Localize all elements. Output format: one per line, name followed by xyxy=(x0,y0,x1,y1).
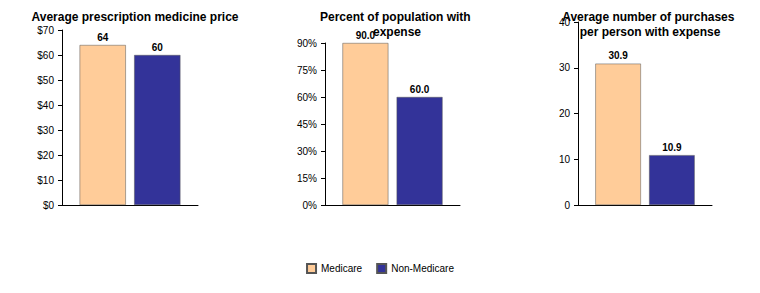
svg-text:90%: 90% xyxy=(297,38,317,49)
svg-text:$0: $0 xyxy=(43,200,55,211)
svg-text:90.0: 90.0 xyxy=(355,29,376,41)
svg-text:$40: $40 xyxy=(37,100,54,111)
svg-text:30: 30 xyxy=(559,62,571,73)
svg-text:expense: expense xyxy=(373,25,421,39)
svg-text:$50: $50 xyxy=(37,75,54,86)
svg-text:60: 60 xyxy=(152,42,164,53)
svg-text:60%: 60% xyxy=(297,92,317,103)
svg-text:75%: 75% xyxy=(297,65,317,76)
svg-text:60.0: 60.0 xyxy=(410,84,430,95)
svg-text:0: 0 xyxy=(564,200,570,211)
svg-text:Medicare: Medicare xyxy=(321,263,363,274)
svg-text:per person with expense: per person with expense xyxy=(580,25,721,39)
svg-text:20: 20 xyxy=(559,108,571,119)
svg-text:30%: 30% xyxy=(297,146,317,157)
svg-text:30.9: 30.9 xyxy=(608,50,628,61)
svg-text:10.9: 10.9 xyxy=(662,142,682,153)
svg-text:Average prescription medicine: Average prescription medicine price xyxy=(32,10,239,24)
svg-text:$30: $30 xyxy=(37,125,54,136)
svg-text:0%: 0% xyxy=(303,200,318,211)
svg-text:Non-Medicare: Non-Medicare xyxy=(391,263,454,274)
svg-text:10: 10 xyxy=(559,154,571,165)
svg-text:64: 64 xyxy=(97,32,109,43)
svg-text:$20: $20 xyxy=(37,150,54,161)
svg-text:$10: $10 xyxy=(37,175,54,186)
svg-text:15%: 15% xyxy=(297,173,317,184)
svg-text:$60: $60 xyxy=(37,50,54,61)
svg-text:$70: $70 xyxy=(37,25,54,36)
svg-text:45%: 45% xyxy=(297,119,317,130)
svg-text:Average number of purchases: Average number of purchases xyxy=(562,10,738,24)
svg-text:Percent of population with: Percent of population with xyxy=(320,10,474,24)
